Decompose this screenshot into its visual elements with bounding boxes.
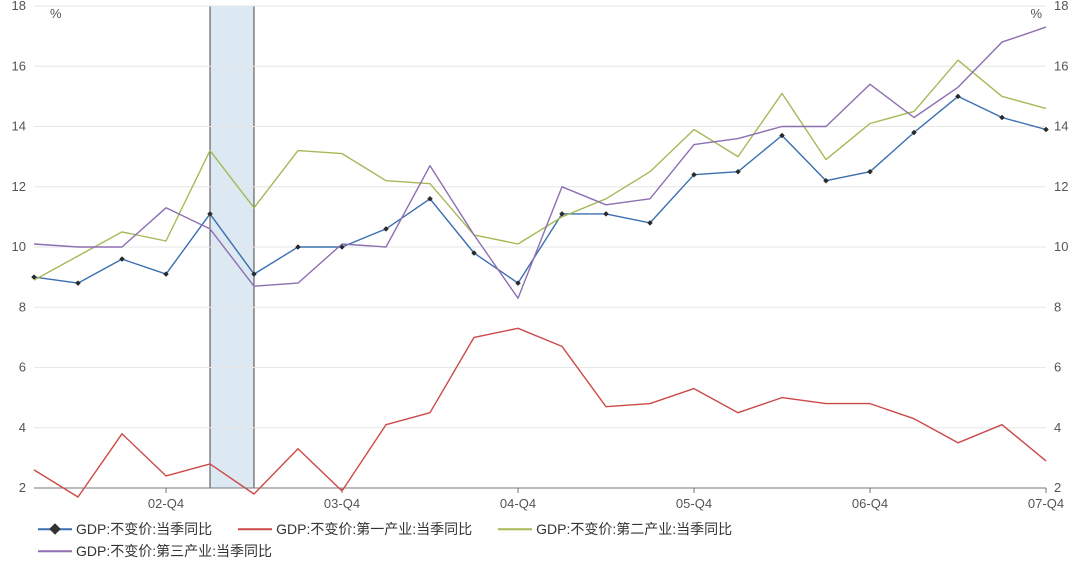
svg-text:4: 4 xyxy=(19,420,26,435)
legend-item-gdp_primary: GDP:不变价:第一产业:当季同比 xyxy=(238,518,472,540)
svg-text:2: 2 xyxy=(1054,480,1061,495)
legend-item-gdp_tertiary: GDP:不变价:第三产业:当季同比 xyxy=(38,540,272,562)
svg-text:14: 14 xyxy=(1054,119,1068,134)
svg-text:04-Q4: 04-Q4 xyxy=(500,496,536,511)
legend-label: GDP:不变价:当季同比 xyxy=(76,518,212,540)
svg-text:6: 6 xyxy=(1054,360,1061,375)
legend-swatch-icon xyxy=(38,522,72,536)
svg-text:%: % xyxy=(50,6,62,21)
legend-swatch-icon xyxy=(38,544,72,558)
svg-text:18: 18 xyxy=(12,0,26,13)
legend-label: GDP:不变价:第三产业:当季同比 xyxy=(76,540,272,562)
svg-text:8: 8 xyxy=(1054,299,1061,314)
svg-text:16: 16 xyxy=(1054,58,1068,73)
svg-text:07-Q4: 07-Q4 xyxy=(1028,496,1064,511)
legend-swatch-icon xyxy=(238,522,272,536)
svg-text:03-Q4: 03-Q4 xyxy=(324,496,360,511)
legend: GDP:不变价:当季同比 GDP:不变价:第一产业:当季同比 GDP:不变价:第二产… xyxy=(38,518,758,562)
legend-swatch-icon xyxy=(498,522,532,536)
legend-label: GDP:不变价:第二产业:当季同比 xyxy=(536,518,732,540)
svg-text:10: 10 xyxy=(12,239,26,254)
legend-item-gdp_secondary: GDP:不变价:第二产业:当季同比 xyxy=(498,518,732,540)
svg-text:12: 12 xyxy=(12,179,26,194)
svg-text:02-Q4: 02-Q4 xyxy=(148,496,184,511)
chart-canvas: 2 2 4 4 6 6 8 8 10 10 12 12 14 14 16 16 18 18%% 02-Q4 03-Q4… xyxy=(0,0,1080,568)
svg-text:8: 8 xyxy=(19,299,26,314)
svg-text:05-Q4: 05-Q4 xyxy=(676,496,712,511)
svg-text:06-Q4: 06-Q4 xyxy=(852,496,888,511)
svg-text:18: 18 xyxy=(1054,0,1068,13)
svg-text:12: 12 xyxy=(1054,179,1068,194)
legend-item-gdp_total: GDP:不变价:当季同比 xyxy=(38,518,212,540)
svg-text:%: % xyxy=(1030,6,1042,21)
legend-row: GDP:不变价:当季同比 GDP:不变价:第一产业:当季同比 GDP:不变价:第二产… xyxy=(38,518,758,540)
svg-text:2: 2 xyxy=(19,480,26,495)
legend-row: GDP:不变价:第三产业:当季同比 xyxy=(38,540,758,562)
gdp-chart: 2 2 4 4 6 6 8 8 10 10 12 12 14 14 16 16 18 18%% 02-Q4 03-Q4… xyxy=(0,0,1080,568)
legend-label: GDP:不变价:第一产业:当季同比 xyxy=(276,518,472,540)
svg-text:6: 6 xyxy=(19,360,26,375)
svg-text:10: 10 xyxy=(1054,239,1068,254)
svg-text:16: 16 xyxy=(12,58,26,73)
svg-text:14: 14 xyxy=(12,119,26,134)
svg-text:4: 4 xyxy=(1054,420,1061,435)
